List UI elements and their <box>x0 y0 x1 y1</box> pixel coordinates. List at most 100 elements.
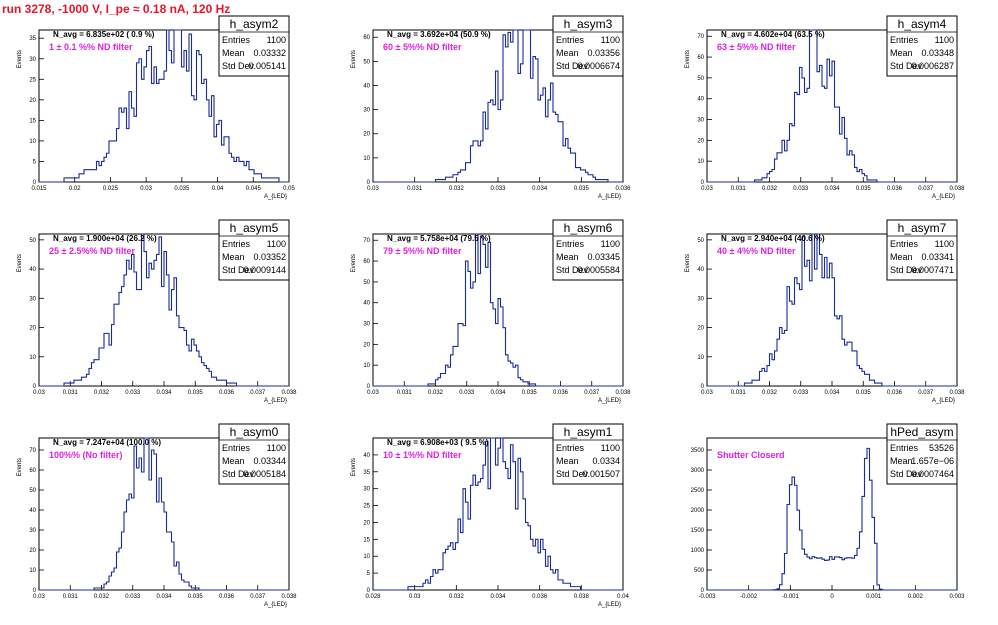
y-tick-label: 0 <box>701 180 705 186</box>
x-tick-label: 0.033 <box>793 390 809 396</box>
stats-box <box>218 423 290 485</box>
x-tick-label: 0.034 <box>156 594 172 600</box>
stats-value: 1100 <box>935 239 954 249</box>
stats-value: 0.0007471 <box>911 265 954 275</box>
panel-h_asym0: 0.03 0.031 0.032 0.033 0.034 0.035 0.036 0.037 0… <box>17 423 297 608</box>
histogram-line <box>39 437 289 591</box>
stats-key: Entries <box>890 239 919 249</box>
x-tick-label: 0.034 <box>824 186 840 192</box>
y-tick-label: 25 <box>29 77 36 83</box>
x-tick-label: 0.05 <box>283 186 295 192</box>
y-tick-label: 10 <box>363 156 370 162</box>
x-axis-label: A_{LED} <box>932 194 955 200</box>
x-tick-label: 0.028 <box>365 594 381 600</box>
stats-key: Std Dev <box>556 469 589 479</box>
stats-value: 0.0334 <box>592 456 620 466</box>
x-axis-label: A_{LED} <box>264 398 287 404</box>
x-tick-label: 0.033 <box>490 186 506 192</box>
x-tick-label: 0.001 <box>866 594 882 600</box>
y-tick-label: 30 <box>697 118 704 124</box>
x-tick-label: 0.038 <box>615 390 631 396</box>
plot-frame <box>38 29 290 183</box>
y-tick-label: 50 <box>697 238 704 244</box>
x-tick-label: 0.03 <box>367 390 379 396</box>
histogram-line <box>707 233 957 387</box>
stats-title: h_asym2 <box>230 17 279 31</box>
x-tick-label: 0.045 <box>246 186 262 192</box>
x-tick-label: 0.031 <box>407 186 423 192</box>
x-axis-label: A_{LED} <box>598 398 621 404</box>
y-tick-label: 0 <box>367 384 371 390</box>
x-tick-label: 0.037 <box>918 390 934 396</box>
y-tick-label: 0 <box>33 588 37 594</box>
y-axis-label: Events <box>17 458 23 476</box>
y-tick-label: 0 <box>33 180 37 186</box>
stats-key: Mean <box>222 456 245 466</box>
panel-h_asym6: 0.03 0.031 0.032 0.033 0.034 0.035 0.036 0.037 0… <box>351 219 631 404</box>
stats-box <box>886 219 958 281</box>
y-tick-label: 0 <box>367 180 371 186</box>
y-tick-label: 60 <box>363 259 370 265</box>
stats-value: 0.03352 <box>253 252 286 262</box>
filter-label: 40 ± 4%% ND filter <box>717 246 796 256</box>
x-tick-label: 0.035 <box>856 186 872 192</box>
y-tick-label: 0 <box>33 384 37 390</box>
x-tick-label: 0.038 <box>574 594 590 600</box>
x-tick-label: 0.037 <box>250 390 266 396</box>
x-axis-label: A_{LED} <box>264 602 287 608</box>
filter-label: 1 ± 0.1 %% ND filter <box>49 42 133 52</box>
y-tick-label: 50 <box>29 488 36 494</box>
x-tick-label: 0.036 <box>887 390 903 396</box>
stats-key: Mean <box>556 252 579 262</box>
stats-value: 0.03341 <box>921 252 954 262</box>
x-tick-label: 0.038 <box>281 594 297 600</box>
stats-value: 0.0007464 <box>911 469 954 479</box>
n-avg-label: N_avg = 5.758e+04 (79.5 %) <box>387 234 491 243</box>
x-tick-label: 0.034 <box>824 390 840 396</box>
stats-key: Entries <box>556 239 585 249</box>
y-tick-label: 40 <box>697 267 704 273</box>
x-tick-label: 0.03 <box>367 186 379 192</box>
stats-value: 1100 <box>267 443 286 453</box>
stats-key: Std Dev <box>890 469 923 479</box>
stats-title: h_asym5 <box>230 221 279 235</box>
stats-key: Std Dev <box>222 265 255 275</box>
y-axis-label: Events <box>685 50 691 68</box>
y-tick-label: 20 <box>363 342 370 348</box>
stats-key: Entries <box>222 35 251 45</box>
stats-box <box>886 423 958 485</box>
y-tick-label: 30 <box>363 487 370 493</box>
x-tick-label: 0.035 <box>174 186 190 192</box>
stats-value: 0.0006674 <box>577 61 620 71</box>
stats-value: 0.0009144 <box>243 265 286 275</box>
x-tick-label: 0.037 <box>918 186 934 192</box>
stats-value: 53526 <box>929 443 954 453</box>
y-tick-label: 25 <box>363 504 370 510</box>
y-tick-label: 40 <box>29 267 36 273</box>
stats-title: h_asym6 <box>564 221 613 235</box>
x-axis-label: A_{LED} <box>932 398 955 404</box>
y-tick-label: 70 <box>697 34 704 40</box>
y-tick-label: 60 <box>697 55 704 61</box>
y-tick-label: 40 <box>363 453 370 459</box>
stats-key: Mean <box>890 48 913 58</box>
y-tick-label: 70 <box>29 448 36 454</box>
stats-box <box>552 15 624 77</box>
stats-value: 1100 <box>601 239 620 249</box>
stats-value: 0.03332 <box>253 48 286 58</box>
stats-key: Std Dev <box>222 61 255 71</box>
histogram-line <box>373 437 623 591</box>
stats-key: Std Dev <box>556 265 589 275</box>
x-tick-label: 0.036 <box>219 390 235 396</box>
stats-title: h_asym7 <box>898 221 947 235</box>
x-tick-label: -0.002 <box>740 594 758 600</box>
y-tick-label: 20 <box>29 326 36 332</box>
stats-key: Mean <box>556 48 579 58</box>
n-avg-label: N_avg = 6.908e+03 ( 9.5 %) <box>387 438 489 447</box>
stats-title: h_asym4 <box>898 17 947 31</box>
x-tick-label: 0.03 <box>33 594 45 600</box>
stats-box <box>552 219 624 281</box>
x-axis-label: A_{LED} <box>264 194 287 200</box>
x-tick-label: 0.02 <box>69 186 81 192</box>
